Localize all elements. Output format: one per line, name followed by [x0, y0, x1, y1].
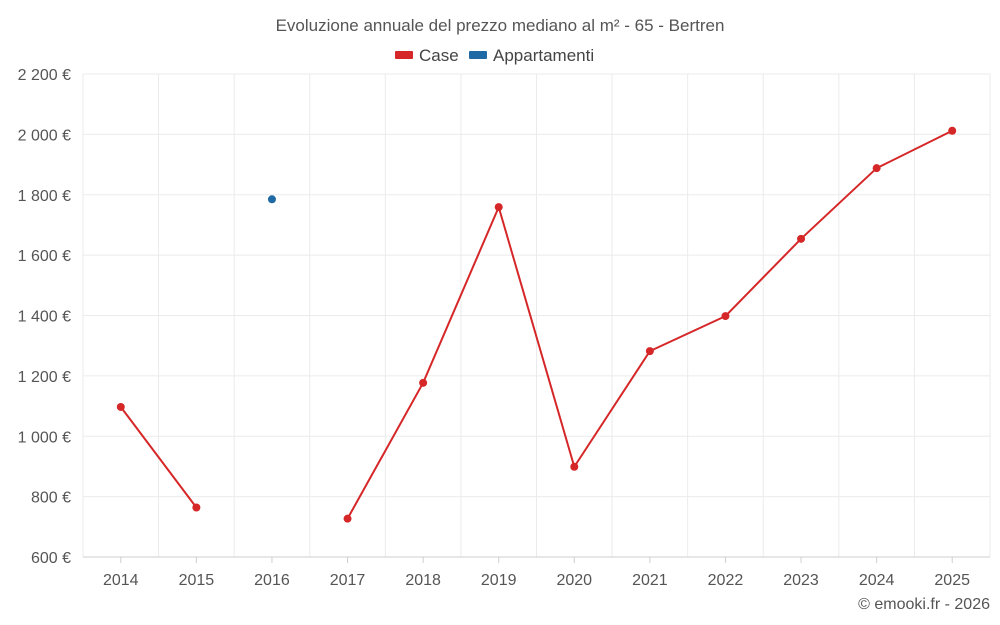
- y-tick-label: 1 400 €: [18, 309, 71, 326]
- credit-label: © emooki.fr - 2026: [858, 596, 990, 613]
- data-point-case-2024[interactable]: [872, 164, 881, 173]
- legend-label-appartamenti: Appartamenti: [493, 46, 594, 65]
- chart-title: Evoluzione annuale del prezzo mediano al…: [276, 16, 725, 35]
- series-line-case: [119, 405, 198, 509]
- y-tick-label: 1 600 €: [18, 248, 71, 265]
- data-point-case-2021[interactable]: [645, 347, 654, 356]
- y-tick-label: 2 000 €: [18, 127, 71, 144]
- data-point-case-2019[interactable]: [494, 203, 503, 212]
- series: [116, 126, 957, 523]
- x-tick-label: 2016: [254, 572, 290, 589]
- legend-label-case: Case: [419, 46, 459, 65]
- data-point-case-2023[interactable]: [797, 234, 806, 243]
- y-tick-label: 1 800 €: [18, 188, 71, 205]
- x-tick-label: 2023: [783, 572, 819, 589]
- y-tick-label: 1 000 €: [18, 429, 71, 446]
- legend-item-case[interactable]: Case: [395, 46, 459, 65]
- legend-swatch-case: [395, 51, 413, 59]
- data-point-case-2018[interactable]: [419, 378, 428, 387]
- x-tick-label: 2022: [708, 572, 744, 589]
- y-tick-label: 600 €: [31, 550, 71, 567]
- legend-swatch-appartamenti: [469, 51, 487, 59]
- y-tick-label: 2 200 €: [18, 67, 71, 84]
- x-tick-label: 2019: [481, 572, 517, 589]
- grid: [82, 73, 991, 557]
- y-tick-label: 1 200 €: [18, 369, 71, 386]
- series-case: [116, 126, 957, 523]
- series-line-case: [346, 129, 954, 520]
- series-appartamenti: [267, 195, 276, 204]
- axes: 600 € 800 € 1 000 € 1 200 € 1 400 € 1 600 € 1 …: [18, 67, 990, 589]
- legend-item-appartamenti[interactable]: Appartamenti: [469, 46, 594, 65]
- x-tick-label: 2025: [934, 572, 970, 589]
- data-point-case-2014[interactable]: [116, 402, 125, 411]
- x-tick-label: 2024: [859, 572, 895, 589]
- x-tick-label: 2017: [330, 572, 366, 589]
- x-tick-label: 2018: [405, 572, 441, 589]
- data-point-case-2015[interactable]: [192, 503, 201, 512]
- y-tick-label: 800 €: [31, 490, 71, 507]
- legend[interactable]: Case Appartamenti: [395, 46, 594, 65]
- data-point-appartamenti-2016[interactable]: [267, 195, 276, 204]
- data-point-case-2025[interactable]: [948, 126, 957, 135]
- x-tick-label: 2020: [556, 572, 592, 589]
- x-tick-label: 2021: [632, 572, 668, 589]
- data-point-case-2017[interactable]: [343, 514, 352, 523]
- data-point-case-2022[interactable]: [721, 312, 730, 321]
- data-point-case-2020[interactable]: [570, 462, 579, 471]
- x-tick-label: 2014: [103, 572, 139, 589]
- x-tick-label: 2015: [179, 572, 215, 589]
